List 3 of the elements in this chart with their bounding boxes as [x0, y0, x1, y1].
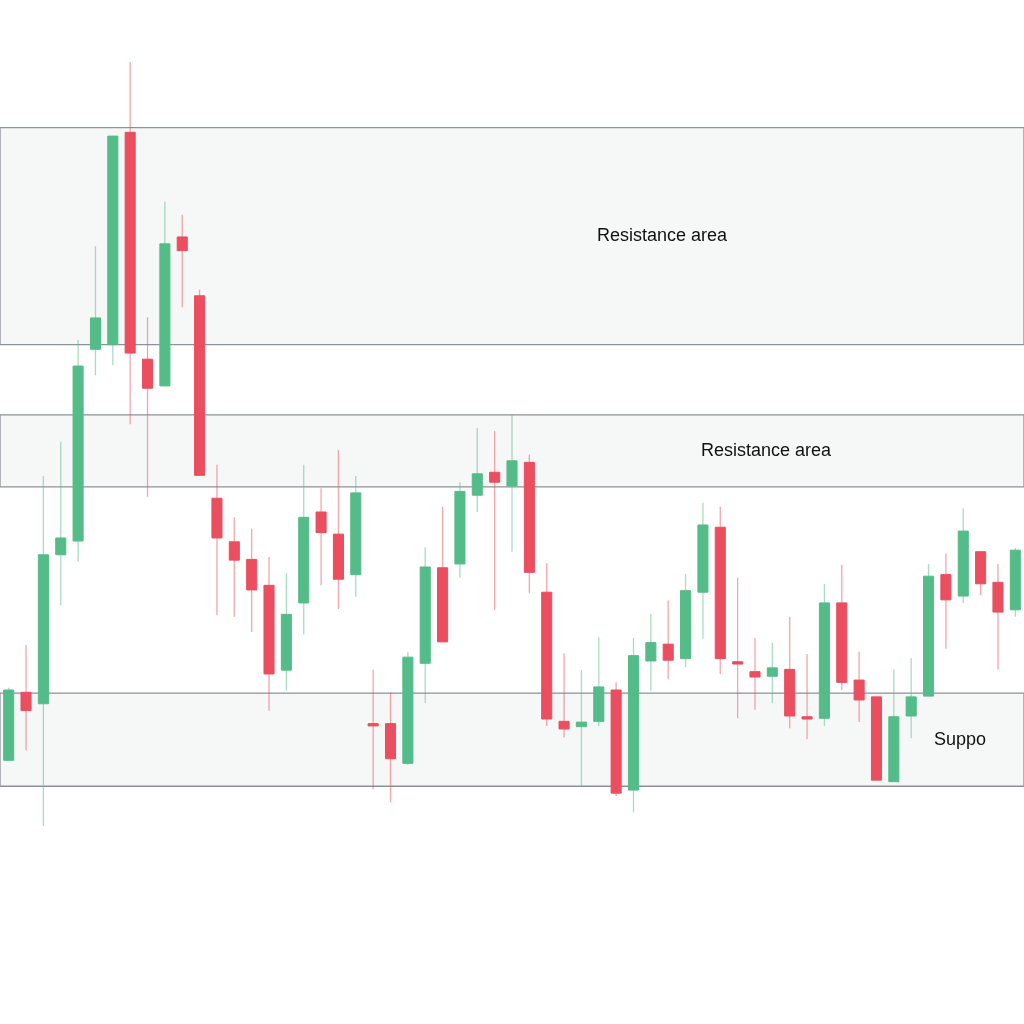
band-label: Suppo: [933, 728, 987, 749]
band-label: Resistance area: [700, 439, 833, 460]
band-label: Resistance area: [596, 225, 729, 246]
